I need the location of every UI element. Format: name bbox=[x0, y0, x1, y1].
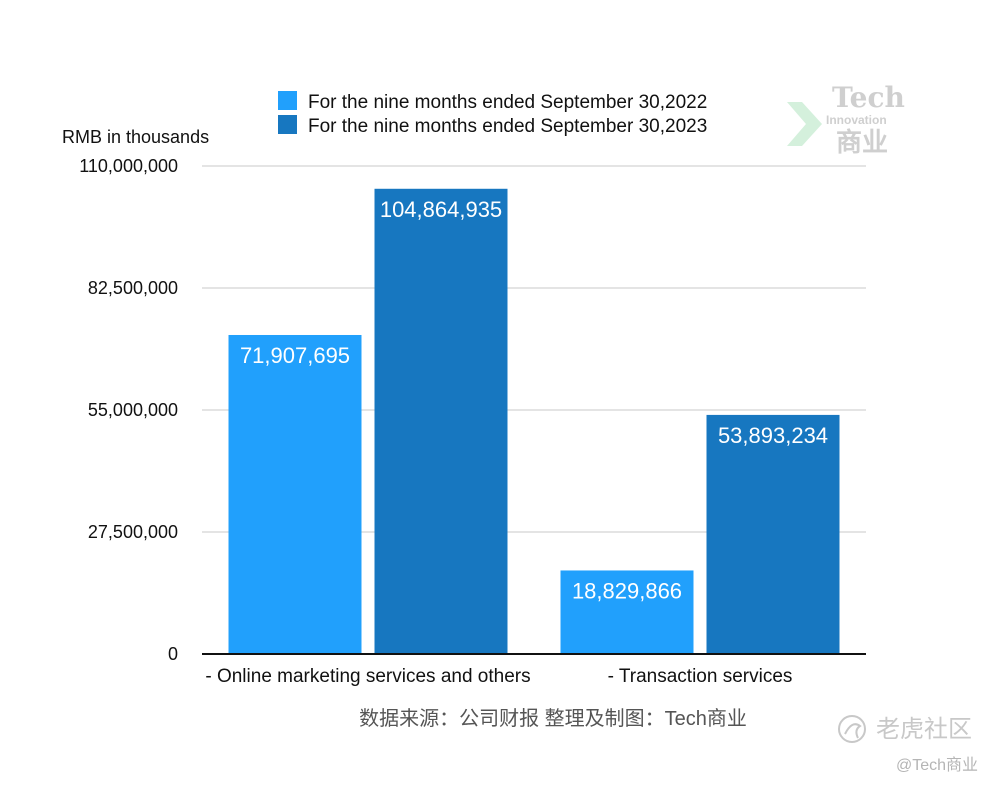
legend-swatch-2022 bbox=[278, 91, 297, 110]
bar bbox=[706, 414, 840, 654]
bar-value-label: 71,907,695 bbox=[240, 343, 350, 368]
legend-swatch-2023 bbox=[278, 115, 297, 134]
y-axis-unit-label: RMB in thousands bbox=[62, 127, 209, 147]
bar-value-label: 104,864,935 bbox=[380, 197, 502, 222]
watermark-cn: 商业 bbox=[836, 127, 888, 157]
watermark-innovation: Innovation bbox=[826, 113, 887, 127]
x-category-label: - Transaction services bbox=[608, 666, 793, 687]
watermark-tech: Tech bbox=[832, 81, 905, 114]
bar bbox=[228, 334, 362, 654]
legend-label-2022: For the nine months ended September 30,2… bbox=[308, 92, 707, 113]
y-tick-label: 82,500,000 bbox=[88, 278, 178, 298]
legend-label-2023: For the nine months ended September 30,2… bbox=[308, 116, 707, 137]
y-tick-label: 110,000,000 bbox=[79, 156, 178, 176]
bar-value-label: 18,829,866 bbox=[572, 578, 682, 603]
legend: For the nine months ended September 30,2… bbox=[278, 91, 707, 137]
bar-data-labels: 71,907,695 104,864,935 18,829,866 53,893,23… bbox=[240, 197, 828, 604]
tiger-logo-stroke bbox=[844, 723, 862, 739]
y-tick-label: 55,000,000 bbox=[88, 400, 178, 420]
tiger-community-name: 老虎社区 bbox=[876, 716, 972, 743]
tiger-community-handle: @Tech商业 bbox=[896, 756, 978, 774]
bar bbox=[374, 188, 508, 655]
x-category-label: - Online marketing services and others bbox=[205, 666, 530, 687]
tech-logo-watermark: Tech Innovation 商业 bbox=[787, 81, 905, 157]
tiger-logo-icon bbox=[838, 715, 866, 743]
bar-value-label: 53,893,234 bbox=[718, 423, 828, 448]
tiger-community-watermark: 老虎社区 @Tech商业 bbox=[838, 715, 978, 774]
y-tick-label: 0 bbox=[168, 644, 178, 664]
y-axis-ticks: 0 27,500,000 55,000,000 82,500,000 110,000,0… bbox=[79, 156, 178, 664]
y-tick-label: 27,500,000 bbox=[88, 522, 178, 542]
x-axis-categories: - Online marketing services and others - … bbox=[205, 666, 792, 687]
source-note: 数据来源：公司财报 整理及制图：Tech商业 bbox=[359, 707, 747, 730]
bars bbox=[228, 188, 840, 655]
logo-arrow-icon bbox=[787, 102, 822, 146]
bar bbox=[560, 570, 694, 654]
